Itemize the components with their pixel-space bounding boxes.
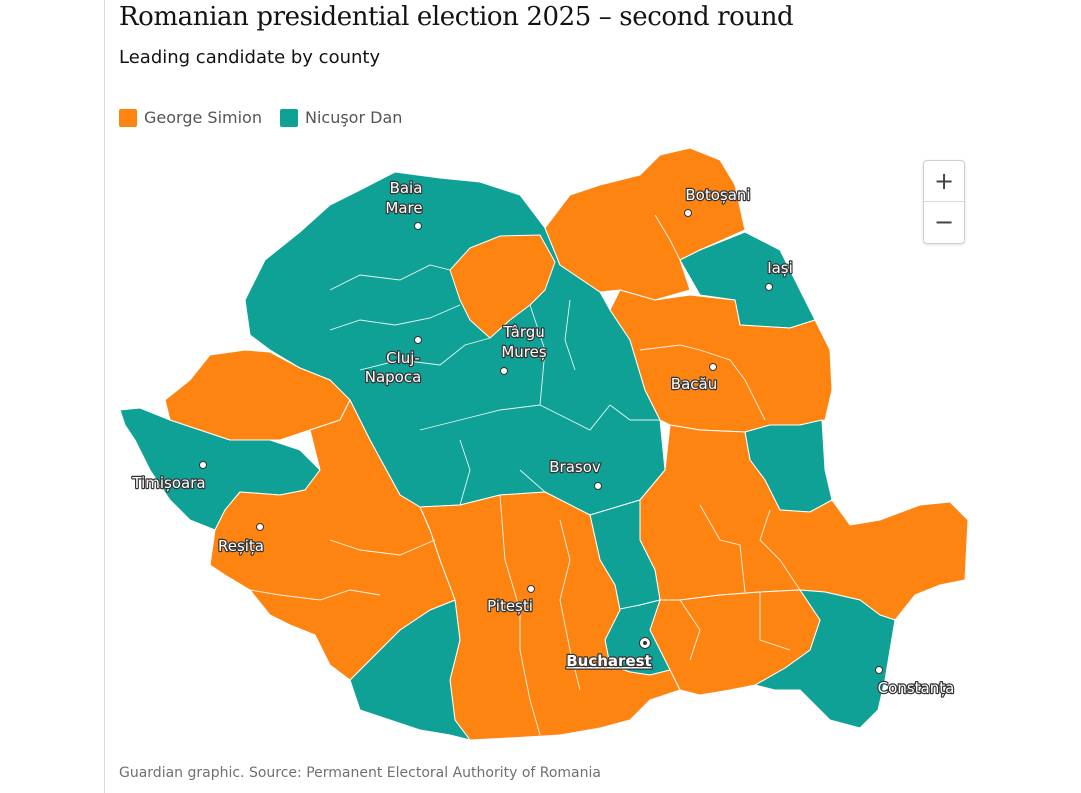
label-resita: Reșița: [218, 537, 264, 555]
label-bacau: Bacău: [671, 375, 717, 393]
marker-baia-mare: [414, 222, 422, 230]
label-botosani: Botoșani: [685, 186, 750, 204]
legend-label-dan: Nicuşor Dan: [304, 108, 403, 127]
region-bacau[interactable]: [609, 289, 833, 433]
marker-constanta: [875, 666, 883, 674]
marker-bacau: [709, 363, 717, 371]
zoom-control: + −: [923, 160, 965, 244]
marker-pitesti: [527, 585, 535, 593]
label-constanta: Constanța: [878, 679, 955, 697]
legend-item-dan: Nicuşor Dan: [279, 108, 403, 127]
legend-label-simion: George Simion: [144, 108, 262, 127]
region-suceava[interactable]: [544, 147, 746, 301]
label-targu-mures-1: Târgu: [502, 323, 545, 341]
marker-iasi: [765, 283, 773, 291]
legend-item-simion: George Simion: [119, 108, 262, 127]
label-iasi: Iași: [767, 259, 793, 277]
page-title: Romanian presidential election 2025 – se…: [119, 2, 794, 32]
label-brasov: Brasov: [549, 458, 601, 476]
label-cluj-2: Napoca: [365, 368, 422, 386]
marker-cluj: [414, 336, 422, 344]
legend-swatch-dan: [279, 108, 298, 127]
source-note: Guardian graphic. Source: Permanent Elec…: [119, 765, 601, 781]
label-bucharest[interactable]: Bucharest: [565, 651, 653, 671]
marker-targu-mures: [500, 367, 508, 375]
label-pitesti: Pitești: [487, 597, 533, 615]
label-baia-mare-2: Mare: [385, 199, 422, 217]
legend: George Simion Nicuşor Dan: [119, 108, 420, 127]
marker-botosani: [684, 209, 692, 217]
label-cluj-1: Cluj-: [386, 349, 420, 367]
capital-icon: [639, 637, 651, 649]
left-rule: [104, 0, 105, 793]
label-baia-mare-1: Baia: [390, 179, 423, 197]
zoom-in-button[interactable]: +: [924, 161, 964, 202]
region-harghita-west[interactable]: [449, 234, 556, 339]
label-targu-mures-2: Mureș: [501, 343, 547, 361]
page-subtitle: Leading candidate by county: [119, 47, 381, 68]
marker-resita: [256, 523, 264, 531]
marker-brasov: [594, 482, 602, 490]
marker-timisoara: [199, 461, 207, 469]
legend-swatch-simion: [119, 108, 137, 127]
region-southwest[interactable]: [209, 399, 456, 681]
label-timisoara: Timișoara: [131, 474, 205, 492]
zoom-out-button[interactable]: −: [933, 208, 955, 236]
